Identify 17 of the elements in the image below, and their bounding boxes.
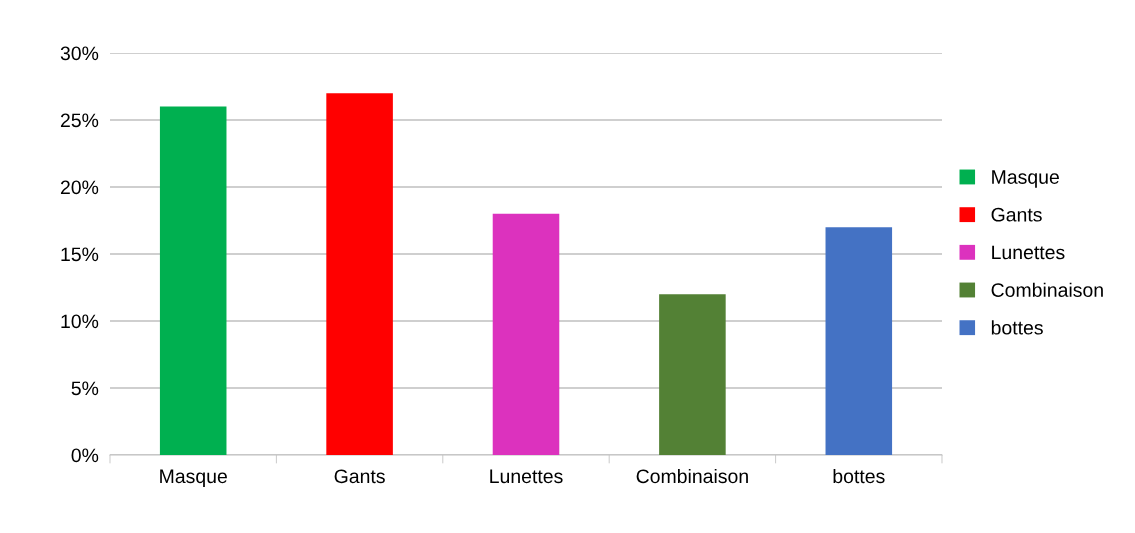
legend-label: Masque [992, 170, 1059, 188]
y-tick-label: 0% [71, 448, 99, 463]
legend-label: Gants [991, 207, 1042, 222]
x-tick-label: bottes [833, 468, 885, 484]
legend-label: Combinaison [991, 282, 1103, 297]
y-tick-label: 5% [71, 381, 99, 396]
y-tick-label: 15% [61, 247, 99, 262]
x-tick-label: Combinaison [636, 468, 748, 484]
x-tick-label: Gants [334, 469, 385, 484]
y-tick-label: 30% [60, 46, 99, 61]
y-tick-label: 10% [61, 314, 99, 329]
y-tick-label: 20% [60, 180, 99, 195]
x-tick-label: Lunettes [490, 469, 563, 484]
x-tick-label: Masque [160, 469, 227, 488]
legend-label: Lunettes [992, 245, 1065, 260]
legend-label: bottes [991, 320, 1043, 335]
y-tick-label: 25% [60, 113, 99, 128]
